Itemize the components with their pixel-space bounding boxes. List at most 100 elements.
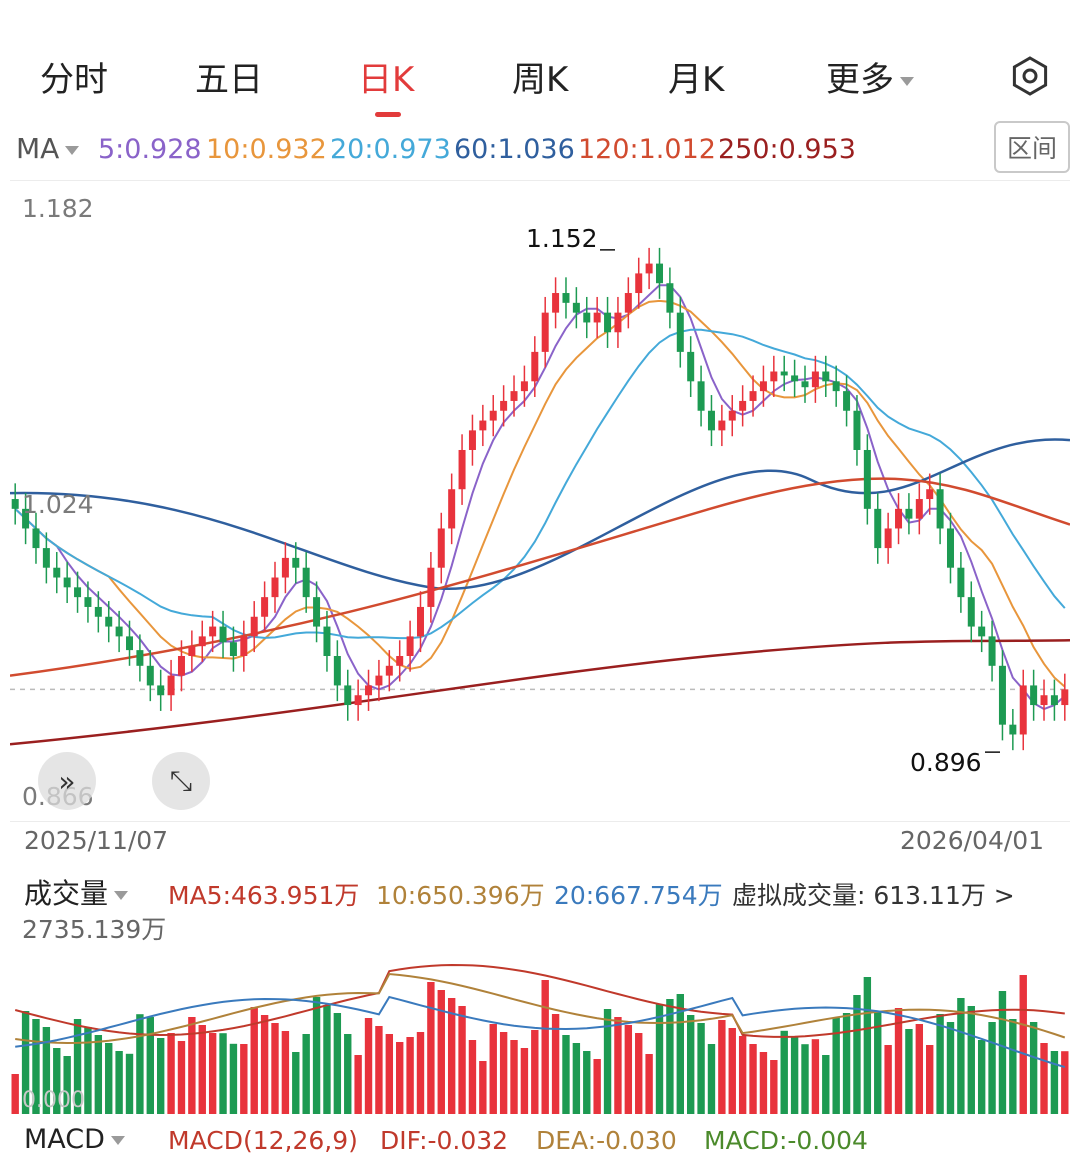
tab-more[interactable]: 更多 xyxy=(826,52,914,101)
candle xyxy=(749,391,757,401)
volume-bar xyxy=(645,1054,653,1114)
volume-selector[interactable]: 成交量 xyxy=(24,872,129,912)
tab-day-k[interactable]: 日K xyxy=(358,60,415,100)
tab-five-day[interactable]: 五日 xyxy=(195,60,263,100)
candle xyxy=(520,381,528,392)
active-tab-indicator xyxy=(375,112,401,117)
candle xyxy=(583,312,591,323)
candle xyxy=(22,508,30,529)
candle xyxy=(853,410,861,450)
tab-minute[interactable]: 分时 xyxy=(40,60,108,100)
volume-bar xyxy=(915,1024,924,1114)
volume-bar xyxy=(156,1038,165,1114)
volume-bar xyxy=(146,1017,154,1114)
volume-ma-line xyxy=(15,972,1066,1045)
candle xyxy=(624,293,632,313)
candle xyxy=(437,528,445,568)
candle xyxy=(510,391,518,401)
volume-ma-line xyxy=(14,963,1065,1038)
volume-zero-label: 0.000 xyxy=(22,1088,85,1113)
volume-bar xyxy=(770,1060,778,1114)
candle xyxy=(489,410,497,421)
volume-chart xyxy=(11,963,1069,1114)
candle xyxy=(53,567,61,578)
ma120-line xyxy=(9,477,1071,677)
volume-bar xyxy=(874,1011,882,1114)
candle xyxy=(811,371,819,388)
expand-left-button[interactable]: » xyxy=(38,752,96,810)
volume-bar xyxy=(967,1006,975,1114)
candle xyxy=(946,528,954,568)
volume-bar xyxy=(406,1037,414,1114)
candle xyxy=(895,508,903,529)
chevron-down-icon xyxy=(110,1136,125,1145)
tab-month-k[interactable]: 月K xyxy=(668,60,725,100)
candle xyxy=(728,410,736,421)
candle xyxy=(635,273,643,294)
volume-bar xyxy=(281,1031,290,1114)
candle xyxy=(84,597,92,607)
candle xyxy=(552,293,560,313)
candle xyxy=(250,616,258,637)
candle xyxy=(188,646,196,656)
virtual-volume[interactable]: 虚拟成交量: 613.11万 > xyxy=(732,881,1015,910)
candle xyxy=(593,312,601,323)
tab-more-label: 更多 xyxy=(826,60,894,100)
candle xyxy=(666,283,674,313)
volume-bar xyxy=(676,994,684,1114)
macd-selector[interactable]: MACD xyxy=(24,1124,125,1155)
volume-bar xyxy=(655,1004,664,1114)
volume-bar xyxy=(32,1019,40,1114)
candle xyxy=(209,626,217,637)
candle xyxy=(198,636,206,647)
candle xyxy=(988,636,996,666)
volume-bar xyxy=(177,1041,186,1114)
candle xyxy=(1009,724,1017,735)
candle xyxy=(63,577,71,588)
volume-bar xyxy=(198,1025,206,1114)
volume-legend: 成交量 MA5:463.951万 10:650.396万 20:667.754万… xyxy=(0,872,1080,912)
candle xyxy=(676,312,684,352)
volume-bar xyxy=(666,999,674,1114)
candle xyxy=(801,381,809,388)
volume-bar xyxy=(63,1056,71,1114)
macd-label: MACD xyxy=(24,1124,105,1155)
candle xyxy=(115,626,123,637)
volume-bar xyxy=(801,1044,809,1114)
candle xyxy=(759,381,767,392)
ma10-line xyxy=(14,299,1066,688)
candle xyxy=(229,642,237,656)
volume-bar xyxy=(790,1036,799,1114)
volume-bar xyxy=(292,1052,300,1114)
volume-bar xyxy=(759,1052,768,1114)
volume-bar xyxy=(1009,1019,1017,1114)
volume-bar xyxy=(53,1048,61,1114)
candle xyxy=(406,636,414,656)
ma-selector[interactable]: MA xyxy=(16,132,80,165)
tab-week-k[interactable]: 周K xyxy=(512,60,569,100)
kline-chart[interactable] xyxy=(9,180,1071,822)
candle xyxy=(1061,689,1069,706)
volume-bar xyxy=(832,1018,840,1114)
volume-bar xyxy=(396,1042,404,1114)
kline-svg xyxy=(9,247,1071,753)
candle xyxy=(843,391,851,411)
gear-icon[interactable] xyxy=(1010,56,1050,96)
candle xyxy=(926,489,934,500)
candle xyxy=(656,263,664,284)
candle xyxy=(416,606,424,637)
volume-bar xyxy=(822,1055,830,1114)
candle xyxy=(344,685,352,706)
volume-bar xyxy=(11,1074,19,1114)
volume-bar xyxy=(998,991,1007,1114)
end-date: 2026/04/01 xyxy=(900,826,1045,855)
candle xyxy=(146,665,154,686)
volume-bar xyxy=(946,1022,955,1114)
fullscreen-button[interactable]: ⤡ xyxy=(152,752,210,810)
range-button[interactable]: 区间 xyxy=(994,121,1070,173)
candle xyxy=(915,499,923,519)
candle xyxy=(936,489,944,529)
candle xyxy=(313,597,321,627)
candle xyxy=(105,616,113,627)
ma20-value: 20:0.973 xyxy=(330,134,451,165)
